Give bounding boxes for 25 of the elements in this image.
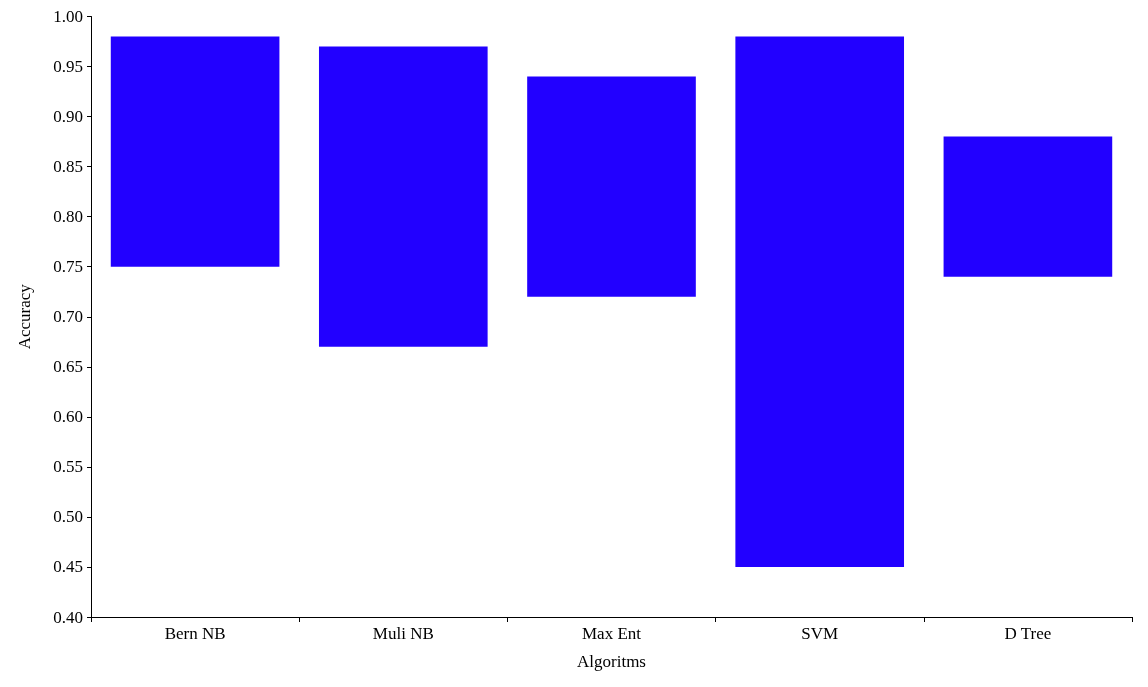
- x-axis-title: Algoritms: [577, 652, 646, 671]
- y-tick-label: 0.45: [53, 557, 83, 577]
- y-tick-label: 0.95: [53, 57, 83, 77]
- y-tick-label: 0.55: [53, 457, 83, 477]
- y-axis-title: Accuracy: [15, 283, 34, 350]
- x-tick-label: Bern NB: [164, 624, 226, 643]
- bar: [318, 46, 488, 347]
- y-tick-label: 0.70: [53, 307, 83, 327]
- y-tick-label: 0.65: [53, 357, 83, 377]
- x-tick-label: SVM: [801, 624, 839, 643]
- y-tick-label: 0.85: [53, 157, 83, 177]
- y-tick-label: 0.60: [53, 407, 83, 427]
- bar: [735, 36, 905, 567]
- y-tick-label: 1.00: [53, 7, 83, 26]
- x-tick-label: Muli NB: [372, 624, 434, 643]
- y-tick-label: 0.80: [53, 207, 83, 227]
- bar: [943, 136, 1113, 277]
- y-tick-label: 0.90: [53, 107, 83, 127]
- y-tick-label: 0.50: [53, 507, 83, 527]
- x-tick-label: Max Ent: [581, 624, 642, 643]
- bar: [110, 36, 280, 267]
- bar: [527, 76, 696, 297]
- y-tick-label: 0.75: [53, 257, 83, 277]
- x-tick-label: D Tree: [1004, 624, 1052, 643]
- y-tick-label: 0.40: [53, 607, 83, 627]
